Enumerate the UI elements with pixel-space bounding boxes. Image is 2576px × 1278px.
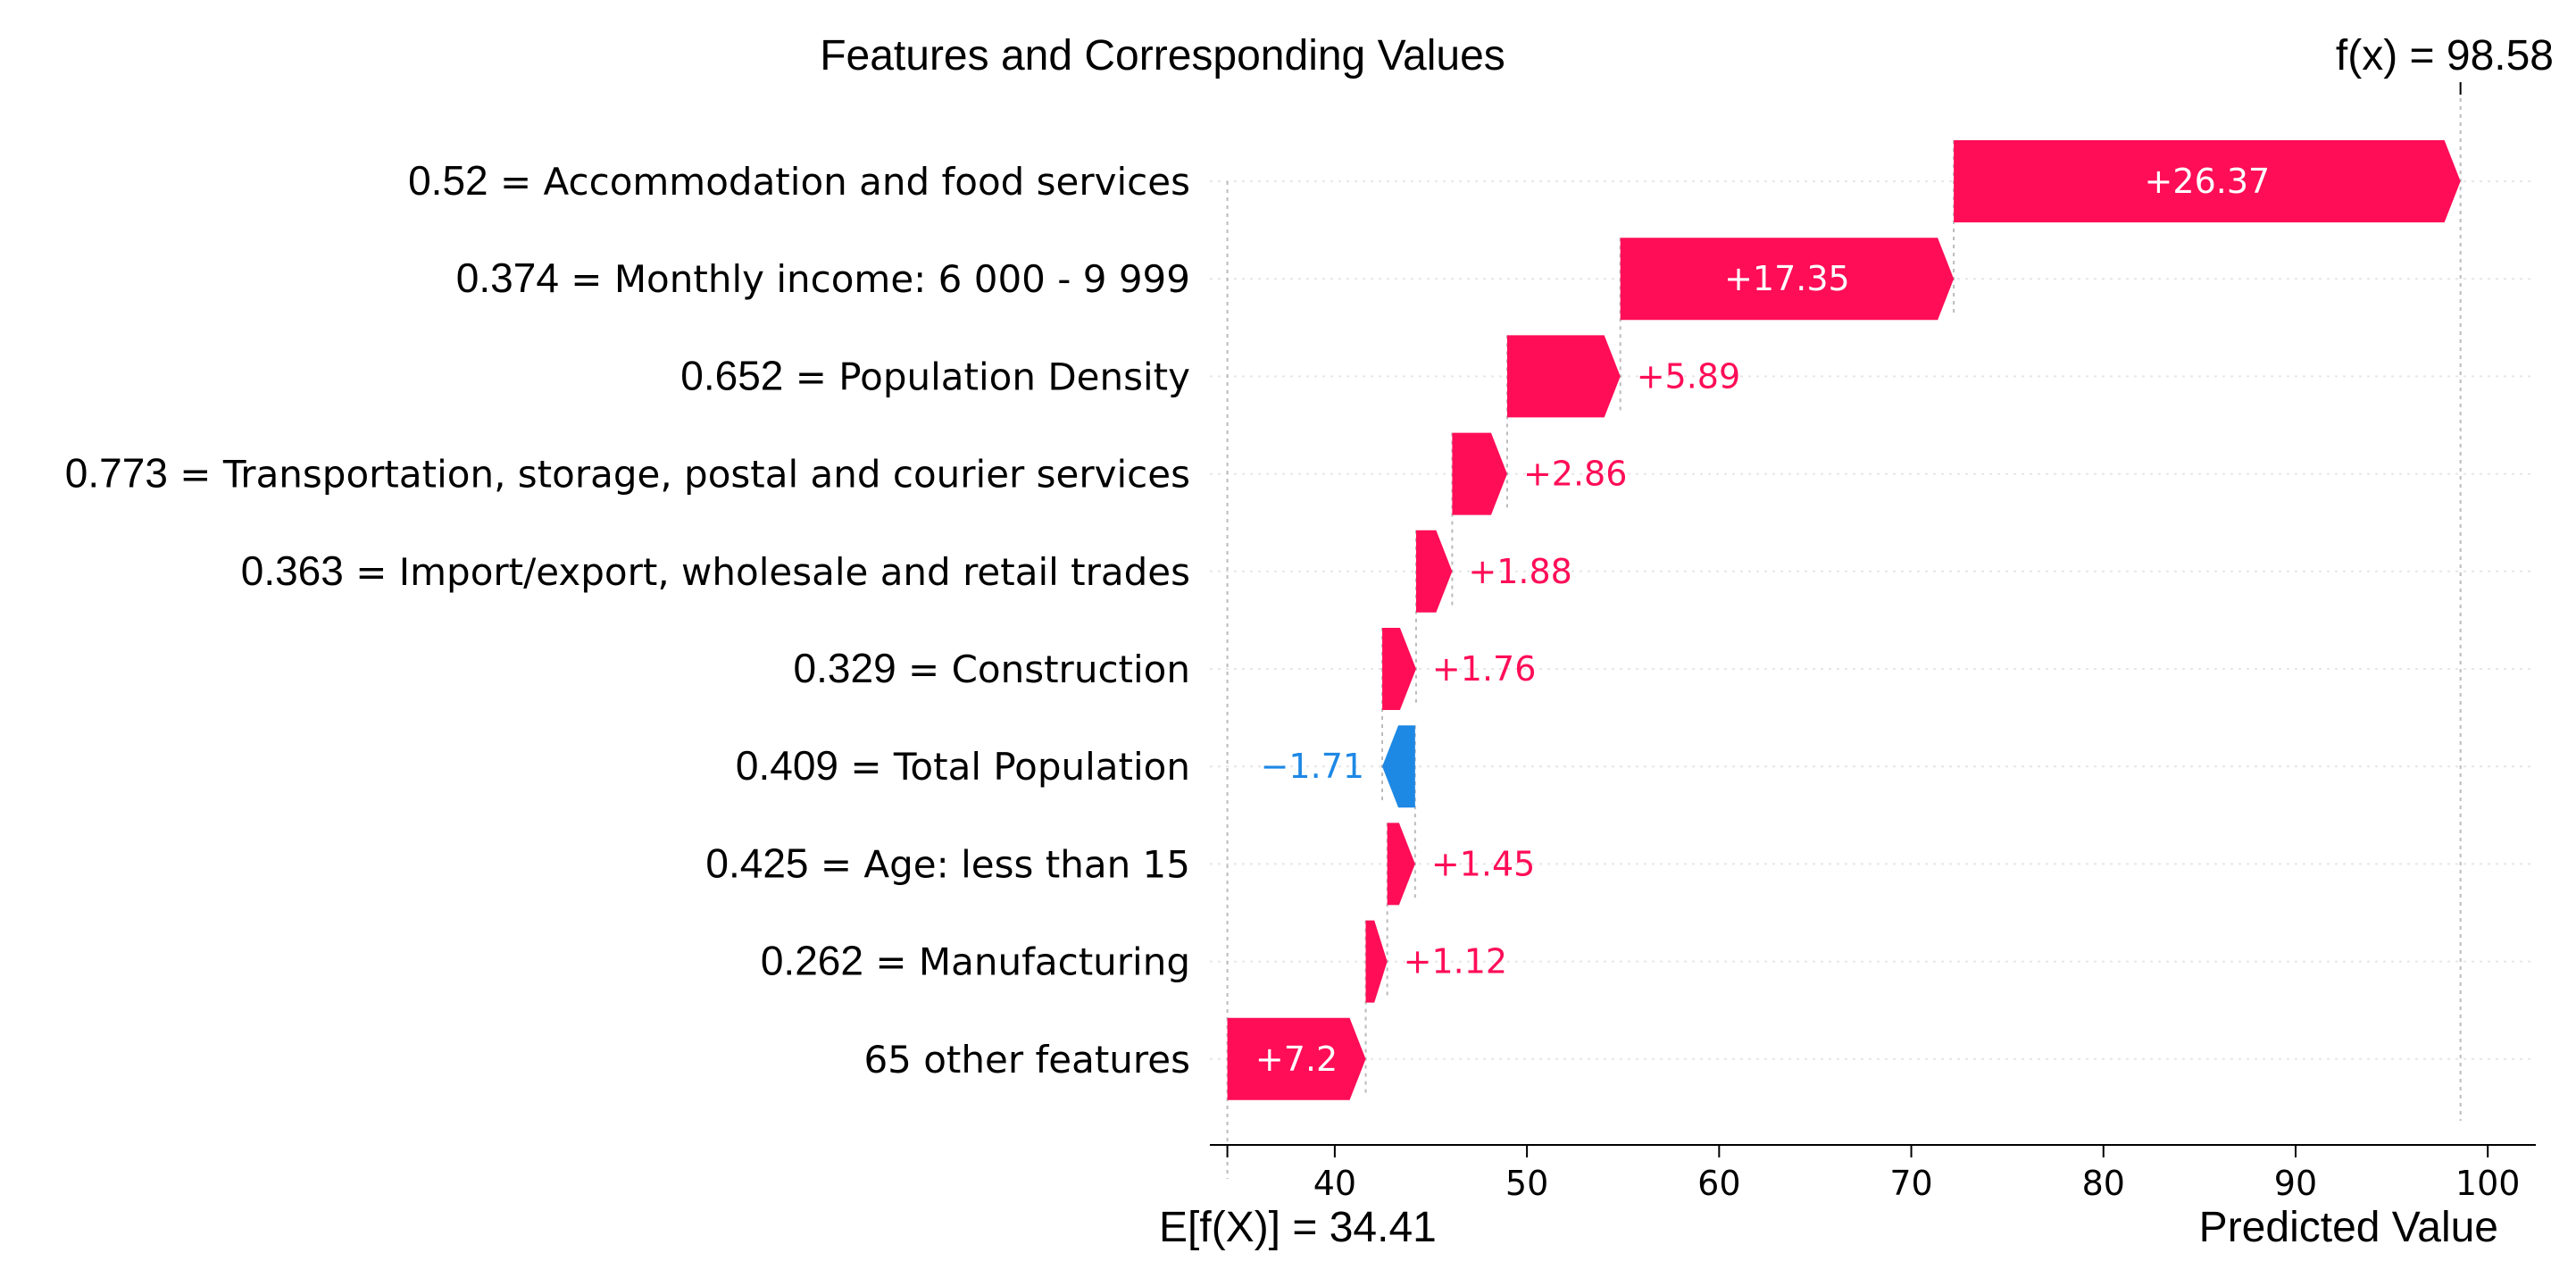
bar-value-label: −1.71 — [1261, 747, 1364, 786]
feature-value: 0.329 — [794, 645, 896, 691]
feature-value: 0.52 — [408, 157, 488, 204]
bar-value-label: +2.86 — [1523, 455, 1627, 494]
feature-label: 0.363 = Import/export, wholesale and ret… — [241, 547, 1190, 594]
feature-label: 0.329 = Construction — [794, 645, 1190, 691]
bar-value-label: +17.35 — [1724, 259, 1850, 298]
feature-label: 0.52 = Accommodation and food services — [408, 157, 1190, 204]
x-tick-label: 70 — [1889, 1164, 1932, 1203]
waterfall-bar — [1382, 725, 1415, 808]
feature-name: = Transportation, storage, postal and co… — [168, 453, 1190, 497]
x-tick-label: 100 — [2455, 1164, 2521, 1203]
x-tick-label: 80 — [2082, 1164, 2125, 1203]
chart-title: Features and Corresponding Values — [820, 32, 1505, 79]
x-axis: 40 50 60 70 80 90 100 — [1210, 82, 2536, 1203]
feature-label: 0.773 = Transportation, storage, postal … — [65, 450, 1190, 497]
waterfall-bar — [1954, 140, 2461, 222]
feature-name: = Accommodation and food services — [488, 160, 1190, 204]
feature-label: 0.374 = Monthly income: 6 000 - 9 999 — [456, 255, 1190, 301]
waterfall-bar — [1452, 432, 1507, 515]
feature-value: 0.409 — [736, 742, 838, 789]
x-axis-label: Predicted Value — [2199, 1204, 2498, 1251]
feature-name: = Total Population — [838, 745, 1190, 789]
x-tick-label: 60 — [1697, 1164, 1740, 1203]
waterfall-bar — [1382, 628, 1416, 710]
feature-name: = Age: less than 15 — [809, 842, 1191, 886]
waterfall-bar — [1506, 335, 1621, 418]
label-layer: +26.37 0.52 = Accommodation and food serv… — [65, 157, 2270, 1082]
grid-layer — [1210, 82, 2536, 1179]
bar-value-label: +1.88 — [1468, 552, 1571, 591]
x-tick-label: 50 — [1505, 1164, 1548, 1203]
waterfall-bar — [1620, 238, 1955, 321]
feature-label: 0.409 = Total Population — [736, 742, 1190, 789]
feature-label: 0.425 = Age: less than 15 — [705, 839, 1190, 886]
bar-value-label: +1.45 — [1431, 844, 1535, 883]
bar-layer — [1227, 140, 2461, 1100]
x-tick-label: 40 — [1313, 1164, 1356, 1203]
waterfall-bar — [1387, 823, 1415, 906]
feature-name: = Construction — [896, 647, 1190, 691]
waterfall-bar — [1365, 920, 1388, 1003]
feature-value: 0.262 — [761, 938, 863, 984]
bar-value-label: +26.37 — [2145, 162, 2271, 201]
feature-name: = Population Density — [783, 355, 1190, 398]
feature-value: 0.374 — [456, 255, 559, 301]
feature-value: 0.425 — [705, 839, 808, 886]
feature-name: = Manufacturing — [863, 940, 1190, 984]
fx-label: f(x) = 98.58 — [2336, 32, 2554, 79]
feature-name: = Monthly income: 6 000 - 9 999 — [559, 257, 1190, 301]
feature-label: 65 other features — [863, 1038, 1190, 1082]
waterfall-bar — [1227, 1017, 1366, 1100]
bar-value-label: +1.76 — [1432, 649, 1536, 689]
ex-label: E[f(X)] = 34.41 — [1159, 1204, 1437, 1251]
bar-value-label: +1.12 — [1404, 942, 1507, 981]
feature-value: 0.773 — [65, 450, 168, 497]
feature-name: 65 other features — [863, 1038, 1190, 1082]
x-tick-label: 90 — [2274, 1164, 2317, 1203]
feature-label: 0.652 = Population Density — [680, 352, 1190, 398]
feature-value: 0.652 — [680, 352, 783, 398]
feature-name: = Import/export, wholesale and retail tr… — [344, 550, 1190, 594]
feature-label: 0.262 = Manufacturing — [761, 938, 1190, 984]
bar-value-label: +5.89 — [1637, 356, 1740, 396]
bar-value-label: +7.2 — [1255, 1040, 1338, 1079]
feature-value: 0.363 — [241, 547, 344, 594]
waterfall-bar — [1415, 530, 1453, 613]
